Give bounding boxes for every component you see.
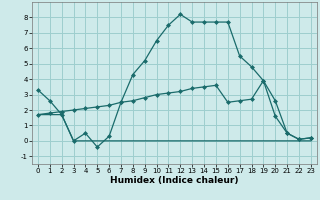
X-axis label: Humidex (Indice chaleur): Humidex (Indice chaleur) <box>110 176 239 185</box>
